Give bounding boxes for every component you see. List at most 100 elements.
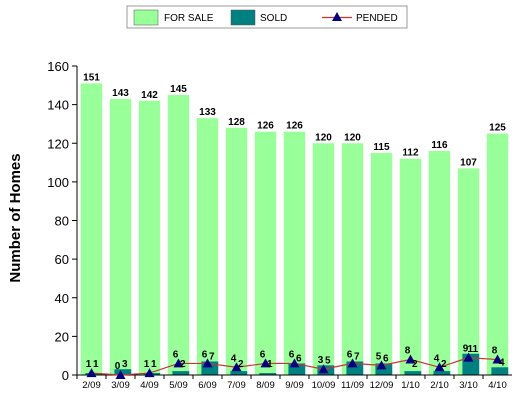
pended-marker [202,358,213,368]
pended-marker [289,358,300,368]
data-label-pended: 8 [492,346,498,357]
bar-sold [172,371,190,375]
data-label-for-sale: 120 [344,132,361,143]
y-tick-label: 140 [47,98,69,113]
y-axis-label: Number of Homes [7,153,24,282]
pended-marker [231,362,242,372]
data-label-pended: 6 [289,349,295,360]
x-tick-label: 1/10 [401,380,420,391]
y-tick-label: 120 [47,136,69,151]
pended-marker [86,368,97,378]
pended-marker [492,354,503,364]
y-tick-label: 60 [55,252,69,267]
bar-for-sale [341,143,364,375]
pended-marker [405,354,416,364]
data-label-for-sale: 142 [141,90,158,101]
data-label-sold: 1 [151,359,157,370]
data-label-for-sale: 145 [170,84,187,95]
data-label-pended: 6 [260,349,266,360]
bar-for-sale [167,94,190,375]
data-label-pended: 1 [144,359,150,370]
pended-marker [318,364,329,374]
data-label-pended: 4 [231,353,237,364]
data-label-sold: 7 [209,351,215,362]
bar-sold [433,371,451,375]
x-tick-label: 9/09 [285,380,304,391]
bar-for-sale [486,133,509,375]
data-label-pended: 4 [434,353,440,364]
x-tick-label: 3/10 [459,380,478,391]
legend-swatch-sold [230,9,256,26]
data-label-sold: 11 [468,344,479,355]
x-tick-label: 4/09 [140,380,159,391]
data-label-for-sale: 125 [489,123,506,134]
legend-label-for-sale: FOR SALE [164,13,214,24]
y-tick-label: 20 [55,329,69,344]
legend-marker-pended [332,12,342,21]
x-tick-label: 2/09 [82,380,101,391]
data-label-pended: 9 [463,344,469,355]
y-tick-label: 40 [55,291,69,306]
bar-for-sale [80,83,103,375]
y-tick-label: 80 [55,214,69,229]
bar-sold [259,373,277,375]
pended-marker [434,362,445,372]
x-tick-label: 3/09 [111,380,130,391]
pended-marker [144,368,155,378]
bar-for-sale [283,131,306,375]
x-tick-label: 4/10 [488,380,507,391]
bar-for-sale [225,127,248,375]
y-tick-label: 160 [47,59,69,74]
legend-box [126,5,408,29]
data-label-for-sale: 151 [83,72,100,83]
x-tick-label: 5/09 [169,380,188,391]
data-label-pended: 0 [115,361,121,372]
y-tick-label: 0 [62,368,69,383]
data-label-for-sale: 126 [257,121,274,132]
legend: FOR SALE SOLD PENDED [126,5,408,29]
bar-for-sale [370,152,393,375]
data-label-sold: 6 [296,353,302,364]
data-label-pended: 6 [202,349,208,360]
data-label-for-sale: 133 [199,107,216,118]
data-label-sold: 5 [325,355,331,366]
pended-marker [463,352,474,362]
bar-for-sale [109,98,132,376]
x-tick-label: 2/10 [430,380,449,391]
data-label-pended: 5 [376,351,382,362]
bar-sold [404,371,422,375]
pended-marker [376,360,387,370]
legend-label-pended: PENDED [356,13,398,24]
bar-for-sale [138,100,161,375]
legend-label-sold: SOLD [260,13,287,24]
data-label-sold: 2 [412,359,418,370]
x-tick-label: 11/09 [341,380,364,391]
data-label-for-sale: 116 [431,140,448,151]
data-label-pended: 8 [405,346,411,357]
data-label-sold: 2 [180,359,186,370]
pended-marker [173,358,184,368]
pended-marker [115,370,126,379]
data-label-for-sale: 126 [286,121,303,132]
x-tick-label: 8/09 [256,380,275,391]
data-label-sold: 4 [499,357,505,368]
bar-for-sale [399,158,422,375]
data-label-sold: 6 [383,353,389,364]
data-label-pended: 3 [318,355,324,366]
bar-sold [288,363,306,375]
data-label-pended: 6 [173,349,179,360]
bar-sold [230,371,248,375]
data-label-for-sale: 120 [315,132,332,143]
x-tick-label: 12/09 [370,380,394,391]
bar-for-sale [196,118,219,376]
data-label-for-sale: 143 [112,88,129,99]
bar-for-sale [428,150,451,375]
data-label-for-sale: 128 [228,117,245,128]
data-label-sold: 2 [238,359,244,370]
data-label-pended: 1 [86,359,92,370]
data-label-for-sale: 107 [460,157,477,168]
data-label-sold: 2 [441,359,447,370]
legend-swatch-for-sale [133,9,159,26]
bar-sold [491,367,509,375]
